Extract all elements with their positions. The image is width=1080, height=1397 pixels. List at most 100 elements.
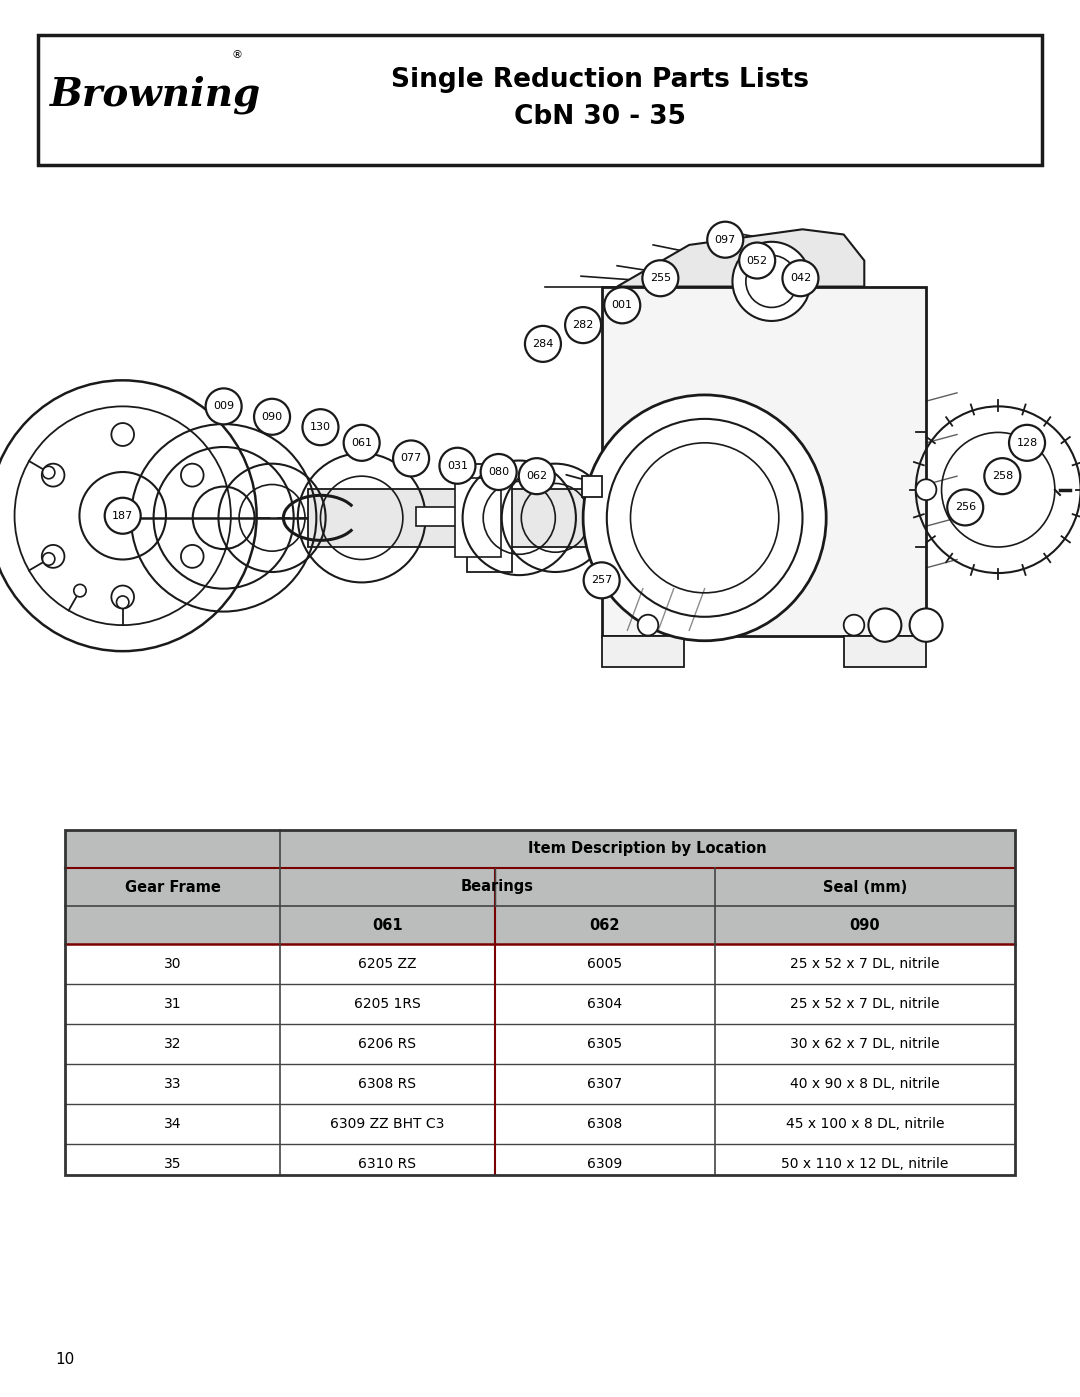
Circle shape — [1009, 425, 1045, 461]
Text: Single Reduction Parts Lists: Single Reduction Parts Lists — [391, 67, 809, 94]
Text: 6309: 6309 — [588, 1157, 623, 1171]
Circle shape — [481, 454, 516, 490]
Circle shape — [440, 448, 475, 483]
Ellipse shape — [631, 443, 779, 592]
Text: 128: 128 — [1016, 437, 1038, 448]
Text: CbN 30 - 35: CbN 30 - 35 — [514, 103, 686, 130]
Circle shape — [105, 497, 140, 534]
Ellipse shape — [732, 242, 811, 321]
Circle shape — [205, 388, 242, 425]
Text: Seal (mm): Seal (mm) — [823, 880, 907, 894]
Ellipse shape — [42, 464, 65, 486]
Text: Browning: Browning — [50, 75, 260, 115]
Bar — [308, 489, 596, 548]
Text: 090: 090 — [261, 412, 283, 422]
Text: Bearings: Bearings — [461, 880, 534, 894]
Circle shape — [604, 288, 640, 323]
Circle shape — [643, 260, 678, 296]
Text: 258: 258 — [991, 471, 1013, 481]
Bar — [602, 636, 684, 666]
Ellipse shape — [868, 609, 902, 641]
Text: 256: 256 — [955, 503, 976, 513]
Circle shape — [947, 489, 983, 525]
Circle shape — [782, 260, 819, 296]
FancyBboxPatch shape — [38, 35, 1042, 165]
Text: 6304: 6304 — [588, 997, 622, 1011]
Polygon shape — [617, 229, 864, 286]
Text: Gear Frame: Gear Frame — [124, 880, 220, 894]
Text: 30 x 62 x 7 DL, nitrile: 30 x 62 x 7 DL, nitrile — [791, 1037, 940, 1051]
Text: 25 x 52 x 7 DL, nitrile: 25 x 52 x 7 DL, nitrile — [791, 957, 940, 971]
Ellipse shape — [111, 585, 134, 609]
Text: 6309 ZZ BHT C3: 6309 ZZ BHT C3 — [330, 1118, 445, 1132]
Text: 001: 001 — [611, 300, 633, 310]
Text: 009: 009 — [213, 401, 234, 411]
Ellipse shape — [111, 423, 134, 446]
Circle shape — [984, 458, 1021, 495]
Text: 30: 30 — [164, 957, 181, 971]
Text: ®: ® — [231, 50, 243, 60]
Circle shape — [343, 425, 380, 461]
Text: 40 x 90 x 8 DL, nitrile: 40 x 90 x 8 DL, nitrile — [791, 1077, 940, 1091]
Text: 257: 257 — [591, 576, 612, 585]
Text: 062: 062 — [590, 918, 620, 933]
Text: 031: 031 — [447, 461, 468, 471]
Text: 061: 061 — [373, 918, 403, 933]
Text: 33: 33 — [164, 1077, 181, 1091]
Text: 061: 061 — [351, 437, 373, 448]
Bar — [602, 286, 927, 636]
Bar — [65, 830, 1015, 1175]
Text: 25 x 52 x 7 DL, nitrile: 25 x 52 x 7 DL, nitrile — [791, 997, 940, 1011]
Text: 6005: 6005 — [588, 957, 622, 971]
Ellipse shape — [117, 597, 129, 609]
Text: 080: 080 — [488, 467, 509, 476]
Circle shape — [254, 398, 291, 434]
Bar — [65, 944, 1015, 1175]
Text: 32: 32 — [164, 1037, 181, 1051]
Ellipse shape — [607, 419, 802, 617]
Text: 31: 31 — [164, 997, 181, 1011]
Text: 097: 097 — [715, 235, 735, 244]
Text: Item Description by Location: Item Description by Location — [528, 841, 767, 856]
Text: 282: 282 — [572, 320, 594, 330]
Text: 130: 130 — [310, 422, 330, 432]
Bar — [467, 464, 512, 571]
Text: 284: 284 — [532, 339, 554, 349]
Text: 6307: 6307 — [588, 1077, 622, 1091]
Circle shape — [583, 563, 620, 598]
Ellipse shape — [916, 479, 936, 500]
Bar — [456, 478, 501, 557]
Text: 6305: 6305 — [588, 1037, 622, 1051]
Ellipse shape — [42, 545, 65, 567]
Text: 34: 34 — [164, 1118, 181, 1132]
Circle shape — [393, 440, 429, 476]
Text: 50 x 110 x 12 DL, nitrile: 50 x 110 x 12 DL, nitrile — [781, 1157, 948, 1171]
Text: 45 x 100 x 8 DL, nitrile: 45 x 100 x 8 DL, nitrile — [786, 1118, 944, 1132]
Text: 6308 RS: 6308 RS — [359, 1077, 417, 1091]
Text: 255: 255 — [650, 274, 671, 284]
Circle shape — [739, 243, 775, 278]
Text: 6206 RS: 6206 RS — [359, 1037, 417, 1051]
Text: 042: 042 — [789, 274, 811, 284]
Text: 077: 077 — [401, 454, 421, 464]
Text: 6310 RS: 6310 RS — [359, 1157, 417, 1171]
Circle shape — [518, 458, 555, 495]
Ellipse shape — [73, 584, 86, 597]
Bar — [65, 830, 1015, 944]
Text: 062: 062 — [526, 471, 548, 481]
Circle shape — [565, 307, 602, 344]
Text: 187: 187 — [112, 511, 133, 521]
Ellipse shape — [843, 615, 864, 636]
Ellipse shape — [637, 615, 659, 636]
Bar — [416, 507, 473, 527]
Bar — [843, 636, 927, 666]
Text: 052: 052 — [746, 256, 768, 265]
Ellipse shape — [583, 395, 826, 641]
Circle shape — [525, 326, 561, 362]
Ellipse shape — [181, 545, 204, 567]
Text: 6308: 6308 — [588, 1118, 623, 1132]
Text: 6205 ZZ: 6205 ZZ — [359, 957, 417, 971]
Circle shape — [707, 222, 743, 257]
Text: 10: 10 — [55, 1351, 75, 1366]
Text: 6205 1RS: 6205 1RS — [354, 997, 421, 1011]
